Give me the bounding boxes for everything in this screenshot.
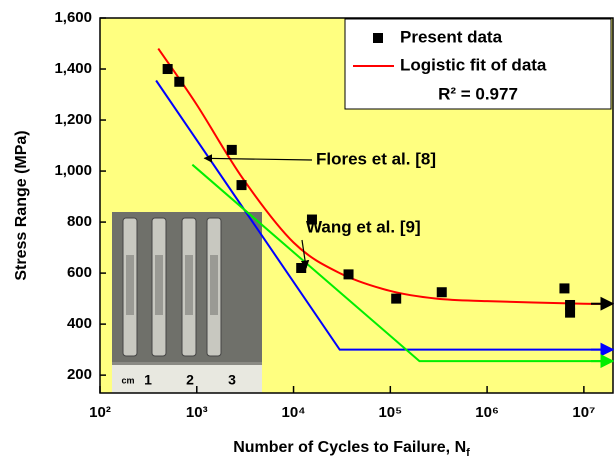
data-point <box>306 214 317 225</box>
y-tick-label: 1,400 <box>54 60 92 77</box>
data-point <box>162 64 173 75</box>
data-point <box>226 144 237 155</box>
data-point <box>236 180 247 191</box>
ruler-label: 2 <box>186 372 194 388</box>
y-tick-label: 800 <box>67 213 92 230</box>
x-tick-label: 10³ <box>186 404 208 421</box>
ruler-label: 3 <box>228 372 236 388</box>
y-tick-label: 1,600 <box>54 9 92 26</box>
legend-marker <box>373 33 383 43</box>
annotation: Wang et al. [9] <box>306 217 421 236</box>
data-point <box>174 76 185 87</box>
annotation: Flores et al. [8] <box>316 149 436 168</box>
data-point <box>436 287 447 298</box>
y-axis-title: Stress Range (MPa) <box>13 130 30 280</box>
fit-line <box>155 79 613 351</box>
x-tick-label: 10⁴ <box>281 404 305 421</box>
annotation-arrow <box>203 154 313 163</box>
x-axis-title: Number of Cycles to Failure, Nf <box>233 439 470 459</box>
data-point <box>343 269 354 280</box>
legend-box <box>344 18 612 110</box>
fit-line <box>191 163 613 363</box>
y-tick-label: 600 <box>67 264 92 281</box>
ruler-label: cm <box>121 375 134 385</box>
x-tick-label: 10⁷ <box>572 404 595 421</box>
ruler-label: 1 <box>144 372 152 388</box>
legend-label: Logistic fit of data <box>400 55 547 74</box>
x-tick-label: 10² <box>89 404 111 421</box>
data-point <box>391 293 402 304</box>
fit-line <box>157 48 614 305</box>
y-tick-label: 400 <box>67 315 92 332</box>
data-point <box>565 299 576 310</box>
data-point <box>565 307 576 318</box>
specimen-photo: cm 1 2 3 <box>112 212 262 393</box>
annotation-arrow <box>300 239 310 269</box>
plot-frame <box>99 17 614 394</box>
y-tick-label: 1,200 <box>54 111 92 128</box>
data-point <box>296 263 307 273</box>
legend-label: Present data <box>400 27 503 46</box>
x-tick-label: 10⁵ <box>378 404 402 421</box>
x-axis-title-sub: f <box>466 447 470 459</box>
data-point <box>559 283 570 294</box>
x-tick-label: 10⁶ <box>475 404 499 421</box>
y-tick-label: 200 <box>67 366 92 383</box>
r-squared: R² = 0.977 <box>438 84 518 103</box>
y-tick-label: 1,000 <box>54 162 92 179</box>
